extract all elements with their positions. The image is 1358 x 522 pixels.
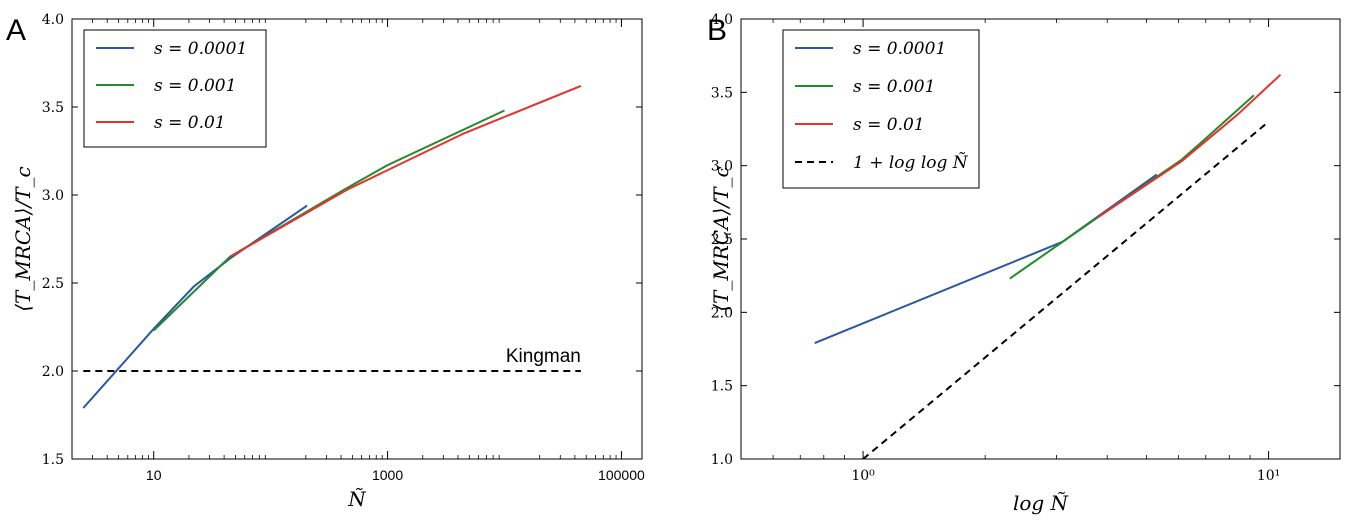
series-line-s-0-0001 [82, 204, 308, 409]
panel-letter: A [6, 14, 26, 47]
x-axis-label: log Ñ [1013, 491, 1070, 515]
x-tick-label: 1000 [372, 467, 403, 483]
y-tick-label: 1.5 [711, 379, 733, 395]
series-line-s-0-0001 [814, 173, 1158, 345]
legend-label: s = 0.01 [154, 113, 226, 133]
legend-label: s = 0.001 [853, 77, 935, 97]
x-tick-label: 100000 [598, 467, 645, 483]
series-line-1-log-log [862, 120, 1270, 459]
legend-box [83, 29, 267, 148]
x-tick-label: 10¹ [1257, 468, 1280, 484]
legend-label: s = 0.0001 [154, 39, 247, 59]
axes-frame [740, 18, 1341, 460]
annotation-label: Kingman [506, 346, 581, 367]
y-tick-label: 1.5 [42, 452, 64, 468]
legend-label: s = 0.01 [853, 115, 925, 135]
legend-label: 1 + log log Ñ [853, 152, 969, 173]
y-tick-label: 1.0 [711, 452, 733, 468]
panel-a: A 1.5 2.0 2.5 3.0 3.5 4.0 10 1000 100000 Kingman s … [6, 12, 645, 511]
y-tick-label: 4.0 [42, 12, 64, 28]
series-line-s-0-01 [229, 84, 582, 258]
y-tick-label: 3.5 [711, 85, 733, 101]
y-tick-label: 4.0 [711, 12, 733, 28]
y-tick-label: 2.0 [42, 364, 64, 380]
y-axis-label: ⟨T_MRCA⟩/T_c [11, 166, 35, 312]
y-tick-label: 2.0 [711, 305, 733, 321]
y-tick-label: 2.5 [42, 276, 64, 292]
axes-frame [71, 18, 643, 460]
x-tick-label: 10⁰ [851, 468, 875, 484]
x-axis-label: Ñ [347, 487, 367, 511]
y-tick-label: 3.5 [42, 100, 64, 116]
series-line-s-0-01 [1097, 73, 1282, 218]
panel-b: B 1.0 1.5 2.0 2.5 3.0 3.5 4.0 10⁰ 10¹ s = 0.0001 s … [707, 12, 1341, 515]
series-line-s-0-001 [1009, 94, 1255, 280]
legend-label: s = 0.0001 [853, 39, 946, 59]
y-tick-label: 3.0 [711, 159, 733, 175]
series-line-s-0-001 [153, 109, 505, 332]
legend-box [782, 29, 980, 189]
y-tick-label: 2.5 [711, 232, 733, 248]
legend-label: s = 0.001 [154, 76, 236, 96]
y-tick-label: 3.0 [42, 188, 64, 204]
y-axis-label: ⟨T_MRCA⟩/T_c [709, 166, 733, 312]
panel-letter: B [707, 14, 727, 47]
x-tick-label: 10 [146, 467, 162, 483]
